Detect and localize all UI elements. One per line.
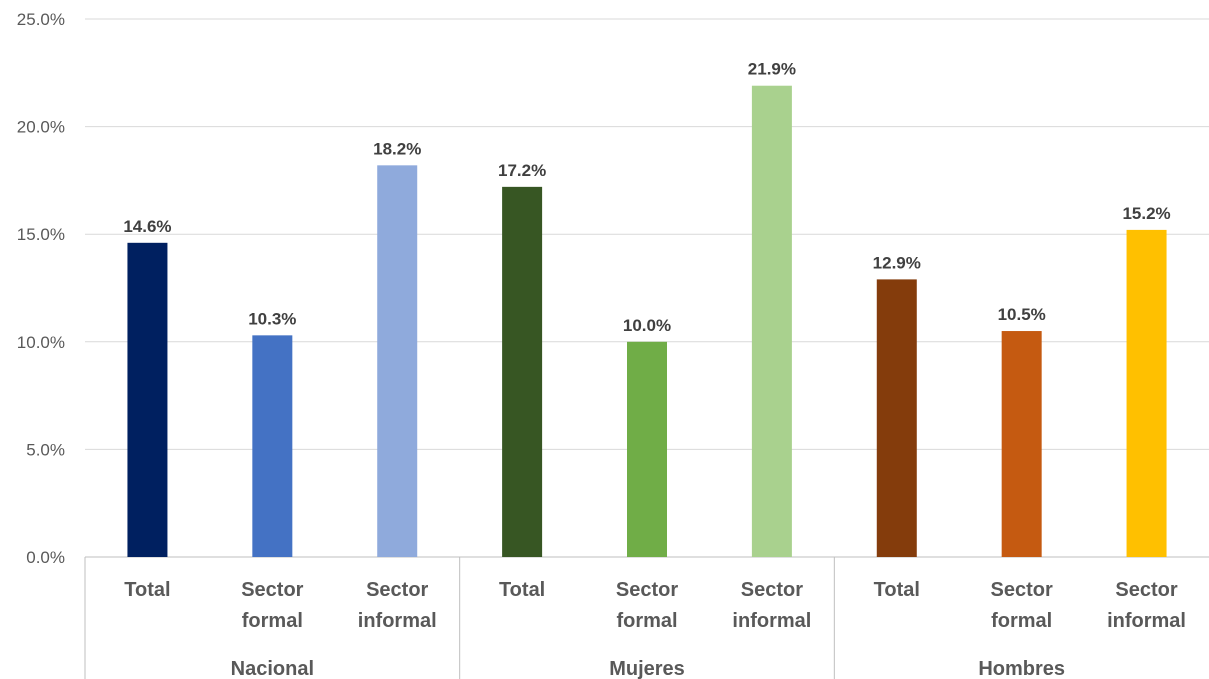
data-label: 21.9%: [748, 60, 796, 79]
data-label: 10.0%: [623, 316, 671, 335]
group-label: Nacional: [231, 658, 314, 679]
group-label: Hombres: [978, 658, 1065, 679]
y-tick-label: 25.0%: [17, 10, 65, 29]
category-label: Total: [124, 579, 170, 601]
y-tick-label: 20.0%: [17, 118, 65, 137]
category-label: Sector: [1115, 579, 1177, 601]
data-label: 12.9%: [873, 253, 921, 272]
category-label: Total: [874, 579, 920, 601]
bar: [1001, 331, 1042, 557]
data-label: 10.3%: [248, 309, 296, 328]
data-label: 18.2%: [373, 139, 421, 158]
category-label: formal: [616, 610, 677, 632]
bar: [502, 186, 543, 557]
data-label: 10.5%: [998, 305, 1046, 324]
data-label: 17.2%: [498, 161, 546, 180]
category-label: Total: [499, 579, 545, 601]
category-label: informal: [732, 610, 811, 632]
data-label: 14.6%: [123, 217, 171, 236]
bar: [627, 341, 667, 557]
bar: [1126, 229, 1167, 557]
bar: [876, 279, 917, 557]
y-tick-label: 5.0%: [26, 440, 65, 459]
bar: [127, 242, 168, 558]
category-label: Sector: [991, 579, 1053, 601]
bar: [252, 335, 293, 557]
category-label: Sector: [616, 579, 678, 601]
category-label: Sector: [366, 579, 428, 601]
bar: [751, 85, 792, 557]
bar: [377, 165, 418, 557]
data-label: 15.2%: [1122, 204, 1170, 223]
category-label: formal: [242, 610, 303, 632]
category-label: formal: [991, 610, 1052, 632]
category-label: Sector: [741, 579, 803, 601]
category-label: informal: [358, 610, 437, 632]
y-tick-label: 10.0%: [17, 333, 65, 352]
group-label: Mujeres: [609, 658, 685, 679]
y-tick-label: 0.0%: [26, 548, 65, 567]
y-tick-label: 15.0%: [17, 225, 65, 244]
category-label: informal: [1107, 610, 1186, 632]
category-label: Sector: [241, 579, 303, 601]
